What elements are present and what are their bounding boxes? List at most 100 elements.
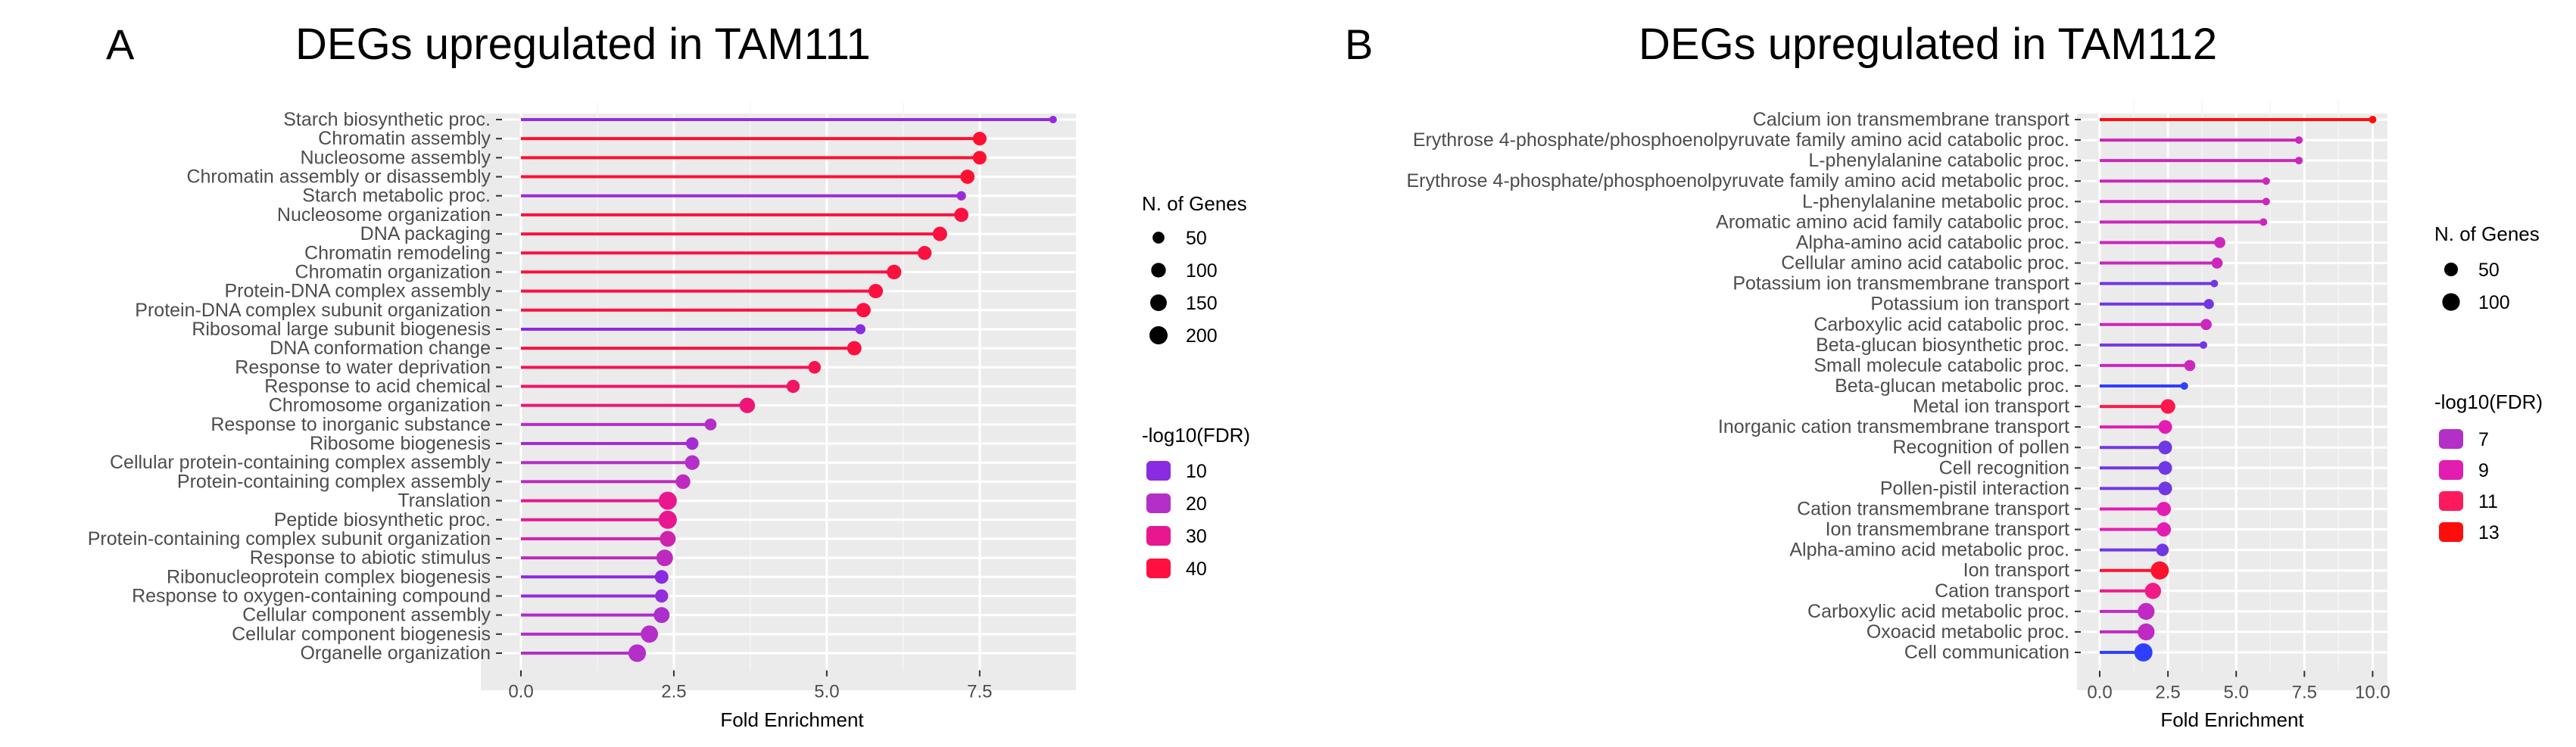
panel-a-legends: N. of Genes 50 100 150 200 -log10(FDR) 10 20… <box>1142 192 1250 580</box>
category-label: Potassium ion transmembrane transport <box>1732 273 2069 294</box>
lollipop-dot <box>2144 583 2161 599</box>
lollipop-dot <box>972 132 987 146</box>
panel-a-title: DEGs upregulated in TAM111 <box>295 20 871 69</box>
category-label: Cation transport <box>1935 580 2069 602</box>
size-legend-dot <box>2443 262 2459 277</box>
lollipop-dot <box>2295 136 2303 145</box>
lollipop-dot <box>2210 279 2219 288</box>
lollipop-dot <box>656 549 673 567</box>
color-legend-label: 7 <box>2478 429 2489 450</box>
category-label: L-phenylalanine metabolic proc. <box>1802 191 2069 212</box>
lollipop-dot <box>2157 502 2172 516</box>
lollipop-dot <box>956 191 966 201</box>
category-label: Chromatin assembly <box>318 128 491 149</box>
panel-a-color-legend: 10 20 30 40 <box>1146 461 1207 580</box>
color-legend-label: 30 <box>1186 526 1207 547</box>
lollipop-dot <box>2262 198 2270 206</box>
lollipop-dot <box>2160 399 2175 414</box>
category-label: Cation transmembrane transport <box>1797 498 2069 519</box>
panel-b-color-legend-title: -log10(FDR) <box>2434 391 2543 413</box>
category-label: Nucleosome organization <box>277 204 491 226</box>
category-label: Protein-DNA complex subunit organization <box>135 300 491 321</box>
lollipop-dot <box>887 264 902 280</box>
category-label: Chromatin organization <box>295 261 491 282</box>
size-legend-dot <box>1152 232 1165 244</box>
lollipop-dot <box>2199 341 2207 349</box>
panel-a-size-legend-title: N. of Genes <box>1142 192 1247 215</box>
category-label: Cell recognition <box>1939 457 2069 478</box>
panel-b: B DEGs upregulated in TAM112 Calcium ion… <box>1345 20 2543 731</box>
lollipop-dot <box>2295 157 2303 165</box>
lollipop-dot <box>655 589 669 603</box>
lollipop-dot <box>660 531 676 547</box>
panel-b-legends: N. of Genes 50 100 -log10(FDR) 7 9 11 13 <box>2434 223 2543 543</box>
lollipop-dot <box>2262 177 2270 185</box>
category-label: Small molecule catabolic proc. <box>1813 355 2069 376</box>
category-label: DNA conformation change <box>270 338 491 359</box>
size-legend-label: 100 <box>2478 292 2510 313</box>
category-label: Chromatin remodeling <box>304 242 491 263</box>
color-legend-label: 40 <box>1186 559 1207 580</box>
lollipop-dot <box>2158 440 2172 455</box>
category-label: Carboxylic acid catabolic proc. <box>1813 314 2069 335</box>
lollipop-dot <box>685 437 699 450</box>
category-label: Cellular amino acid catabolic proc. <box>1781 253 2069 274</box>
lollipop-dot <box>658 491 677 510</box>
size-legend-dot <box>1151 263 1166 278</box>
lollipop-dot <box>2150 561 2169 580</box>
color-legend-label: 9 <box>2478 460 2489 481</box>
category-label: Chromosome organization <box>269 395 491 416</box>
panel-b-size-legend-title: N. of Genes <box>2434 223 2540 245</box>
lollipop-dot <box>856 303 871 318</box>
category-label: Translation <box>398 490 491 512</box>
lollipop-dot <box>2200 319 2212 331</box>
panel-a: A DEGs upregulated in TAM111 Starch bios… <box>88 20 1250 731</box>
x-tick-label: 0.0 <box>2087 682 2112 702</box>
color-legend-swatch <box>2439 460 2463 480</box>
category-label: Cellular component biogenesis <box>232 624 491 645</box>
panel-a-x-ticks: 0.0 2.5 5.0 7.5 <box>496 119 993 702</box>
category-label: Cell communication <box>1904 642 2069 663</box>
x-tick-label: 10.0 <box>2355 682 2390 702</box>
panel-letter-a: A <box>106 20 135 68</box>
category-label: Ribosomal large subunit biogenesis <box>192 319 491 340</box>
lollipop-dot <box>2180 382 2188 390</box>
lollipop-dot <box>654 570 669 584</box>
lollipop-dot <box>2138 623 2155 641</box>
lollipop-dot <box>653 607 670 624</box>
lollipop-dot <box>2214 237 2225 248</box>
category-label: Response to oxygen-containing compound <box>132 585 491 606</box>
category-label: Protein-containing complex subunit organ… <box>88 528 491 549</box>
lollipop-dot <box>2138 602 2155 621</box>
color-legend-swatch <box>2439 429 2463 449</box>
lollipop-dot <box>932 226 947 241</box>
lollipop-dot <box>972 151 987 165</box>
category-label: Oxoacid metabolic proc. <box>1867 621 2069 643</box>
lollipop-dot <box>685 455 700 470</box>
lollipop-dot <box>641 625 659 643</box>
category-label: Cellular component assembly <box>242 605 491 626</box>
size-legend-dot <box>1150 294 1167 311</box>
category-label: Starch metabolic proc. <box>302 185 491 207</box>
category-label: Pollen-pistil interaction <box>1880 478 2069 499</box>
category-label: Ribonucleoprotein complex biogenesis <box>167 566 491 587</box>
lollipop-dot <box>786 379 800 394</box>
category-label: Nucleosome assembly <box>301 147 491 168</box>
lollipop-dot <box>868 284 884 299</box>
size-legend-dot <box>1149 326 1168 344</box>
color-legend-swatch <box>1146 526 1171 546</box>
lollipop-dot <box>2157 522 2172 537</box>
category-label: DNA packaging <box>360 223 491 244</box>
panel-b-x-axis-title: Fold Enrichment <box>2160 708 2304 731</box>
lollipop-dot <box>847 341 862 356</box>
category-label: Protein-DNA complex assembly <box>224 281 491 302</box>
color-legend-label: 11 <box>2478 491 2498 512</box>
x-tick-label: 7.5 <box>967 682 992 702</box>
category-label: Erythrose 4-phosphate/phosphoenolpyruvat… <box>1407 170 2070 191</box>
category-label: Organelle organization <box>300 643 491 664</box>
lollipop-dot <box>2184 359 2196 372</box>
lollipop-dot <box>2211 257 2223 269</box>
panel-a-plot-background <box>481 114 1076 690</box>
lollipop-dot <box>675 474 691 490</box>
